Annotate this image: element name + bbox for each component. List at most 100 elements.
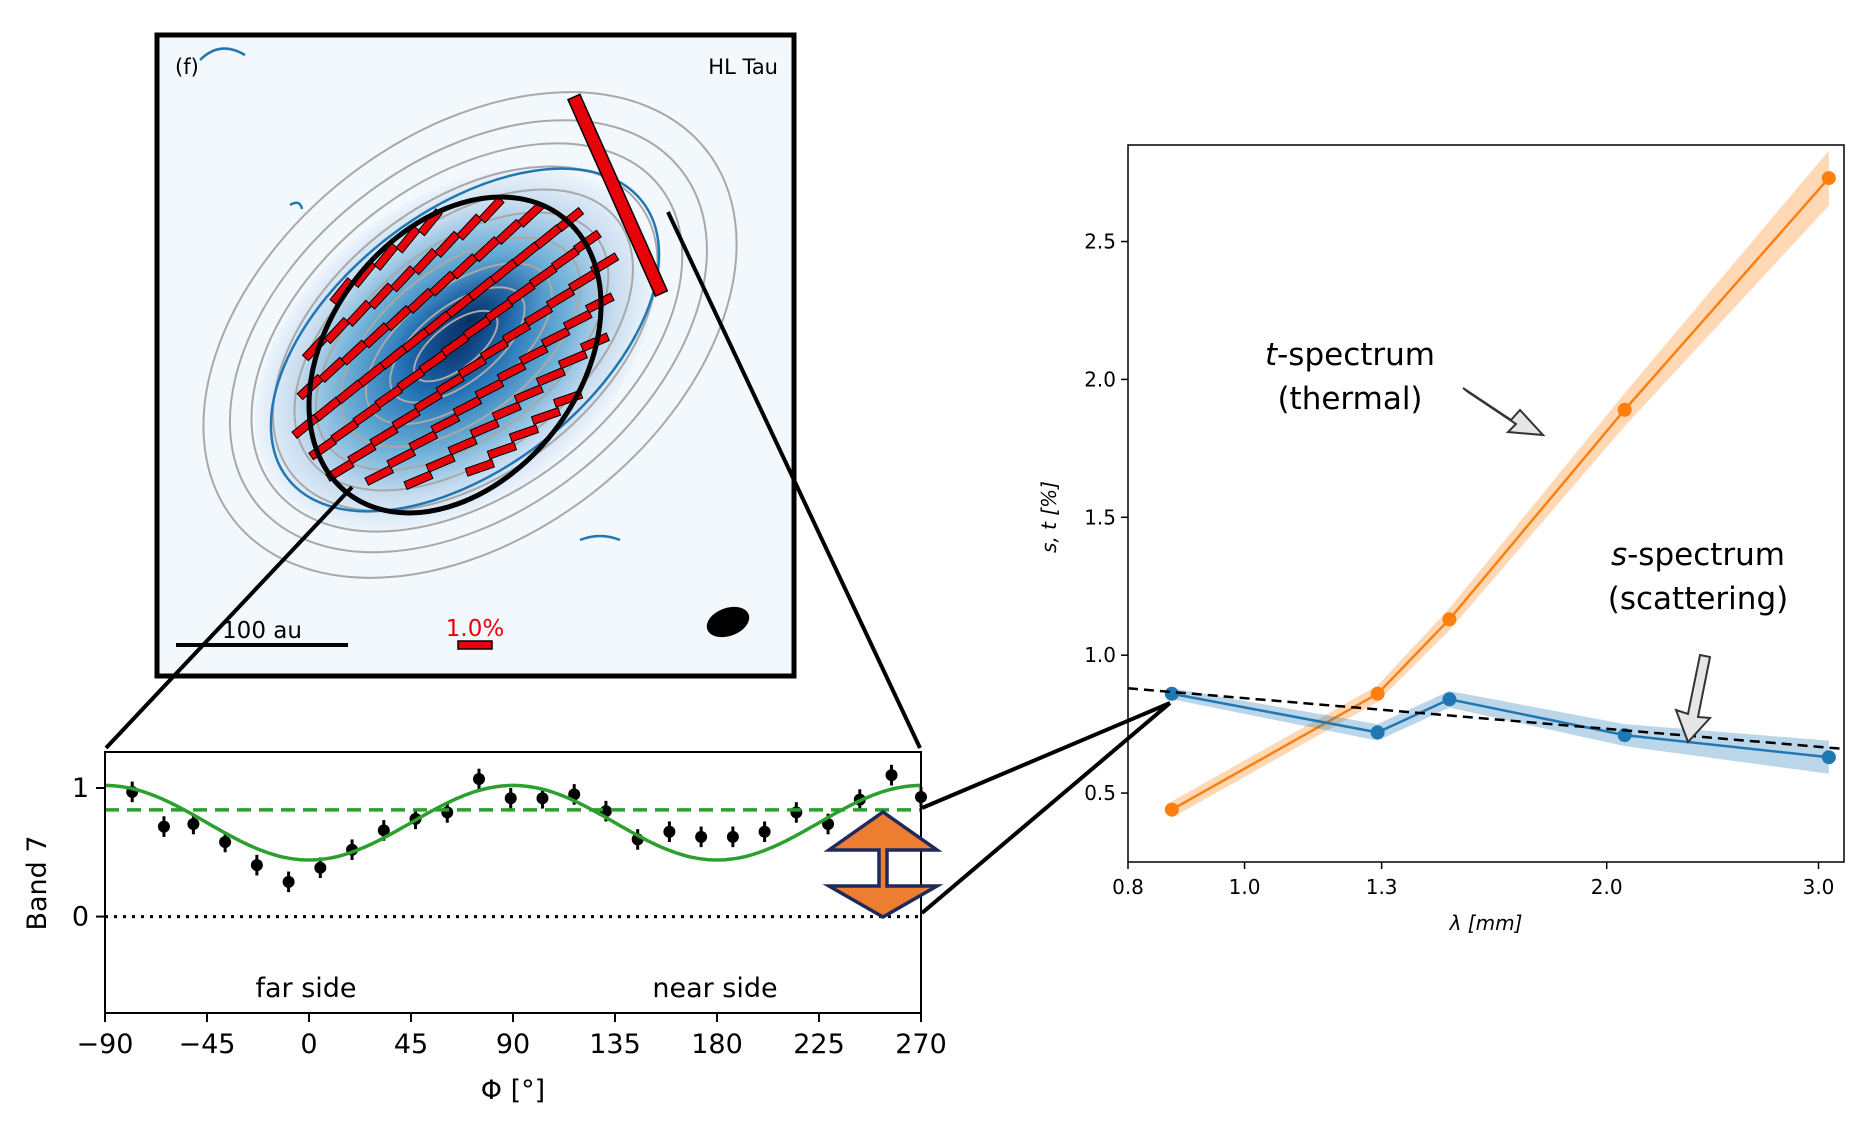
x-tick-label: 3.0 [1803, 875, 1835, 899]
data-point [473, 773, 485, 785]
map-frame [154, 32, 797, 679]
polarization-vector [464, 458, 496, 477]
x-tick-label: 135 [589, 1029, 641, 1060]
polarization-vector [562, 309, 593, 331]
t-spectrum-pointer-arrow [1462, 387, 1546, 437]
data-point [157, 820, 170, 833]
data-point [663, 825, 676, 838]
band7-marks [104, 764, 927, 919]
source-name: HL Tau [708, 55, 778, 79]
polarization-vector [491, 401, 522, 422]
amplitude-double-arrow [822, 809, 944, 920]
x-tick-label: 180 [691, 1029, 743, 1060]
data-point [758, 825, 771, 838]
polarization-vector [395, 225, 421, 254]
data-point [695, 830, 708, 843]
series-point [1370, 725, 1385, 740]
panel-label: (f) [175, 55, 199, 79]
x-tick-label: 1.0 [1229, 875, 1261, 899]
near-side-label: near side [652, 973, 777, 1004]
data-point [187, 818, 200, 830]
spectrum-panel: 0.8 1.0 1.3 2.0 3.0 0.5 1.0 1.5 2.0 2.5 λ [mm] s,… [1037, 144, 1845, 935]
x-tick-label: 225 [793, 1029, 845, 1060]
band7-x-axis-label: Φ [°] [481, 1075, 545, 1106]
data-point [250, 859, 263, 872]
x-tick-label: 270 [895, 1029, 947, 1060]
x-tick-label: 90 [496, 1029, 530, 1060]
intensity-contour [272, 165, 659, 512]
intensity-contour [202, 91, 738, 579]
series-point [1370, 686, 1385, 701]
data-point [726, 830, 739, 843]
data-point [282, 875, 295, 888]
polarization-vector [452, 395, 483, 417]
noise-contours [199, 47, 621, 542]
band7-y-axis-label: Band 7 [22, 835, 53, 930]
polarization-scale-vector [457, 640, 493, 650]
polarization-vector [425, 453, 456, 473]
polarization-vector [386, 447, 417, 469]
y-tick-label: 0.5 [1084, 781, 1116, 805]
t-spectrum-symbol: t [1265, 337, 1279, 373]
t-spectrum-sublabel: (thermal) [1277, 381, 1422, 417]
series-point [1442, 692, 1457, 707]
polarization-vector [373, 242, 399, 271]
x-tick-label: 45 [394, 1029, 428, 1060]
spectrum-y-axis-label: s, t [%] [1037, 481, 1061, 553]
beam-ellipse [706, 606, 750, 638]
polarization-vector [403, 470, 434, 490]
y-tick-label: 0 [72, 902, 89, 933]
y-tick-label: 1 [72, 773, 89, 804]
zoom-connector-right [666, 211, 922, 749]
data-point [377, 824, 390, 837]
x-tick-label: 0.8 [1112, 875, 1144, 899]
far-side-label: far side [255, 973, 356, 1004]
x-tick-label: 2.0 [1591, 875, 1623, 899]
polarization-vector [430, 413, 461, 435]
series-point [1442, 612, 1457, 627]
polarization-scale-label: 1.0% [446, 616, 504, 642]
y-tick-label: 2.5 [1084, 230, 1116, 254]
zoom-connector-left [104, 485, 354, 750]
x-tick-label: −90 [77, 1029, 134, 1060]
data-point [504, 792, 517, 805]
polarization-vector-outer [567, 93, 669, 298]
polarization-vector [530, 407, 562, 425]
polarization-vector [540, 326, 571, 349]
band7-profile-panel: −90 −45 0 45 90 135 180 225 270 0 1 far side near … [22, 751, 947, 1106]
series-point [1164, 802, 1179, 817]
data-point [568, 788, 581, 801]
polarization-vector [535, 366, 566, 387]
polarization-vector [364, 464, 395, 486]
polarization-vector [486, 441, 518, 460]
x-tick-label: −45 [179, 1029, 236, 1060]
series-point [1821, 171, 1836, 186]
y-tick-label: 1.5 [1084, 505, 1116, 529]
spectrum-x-axis-label: λ [mm] [1449, 911, 1523, 935]
polarization-vector [478, 196, 505, 224]
intensity-contour [228, 119, 708, 554]
series-point [1164, 686, 1179, 701]
polarization-vector [474, 378, 505, 400]
polarization-vector [557, 349, 589, 370]
polarization-vector [508, 424, 540, 443]
y-tick-label: 2.0 [1084, 367, 1116, 391]
data-point [219, 836, 232, 848]
s-spectrum-sublabel: (scattering) [1608, 581, 1788, 617]
polarization-map-panel: (f) HL Tau 100 au 1.0% [154, 32, 797, 679]
s-spectrum-symbol: s [1611, 537, 1627, 573]
spectrum-ticks: 0.8 1.0 1.3 2.0 3.0 0.5 1.0 1.5 2.0 2.5 [1084, 230, 1834, 899]
series-point [1617, 402, 1632, 417]
x-tick-label: 0 [300, 1029, 317, 1060]
s-spectrum-pointer-arrow [1674, 653, 1713, 744]
spectrum-marks [1127, 150, 1845, 818]
x-tick-label: 1.3 [1366, 875, 1398, 899]
series-point [1821, 750, 1836, 765]
data-point [314, 861, 327, 874]
scale-bar-label: 100 au [222, 618, 302, 644]
polarization-vector [447, 435, 478, 456]
model-curve [104, 783, 922, 862]
polarization-vector [496, 361, 527, 383]
data-point [885, 769, 898, 782]
